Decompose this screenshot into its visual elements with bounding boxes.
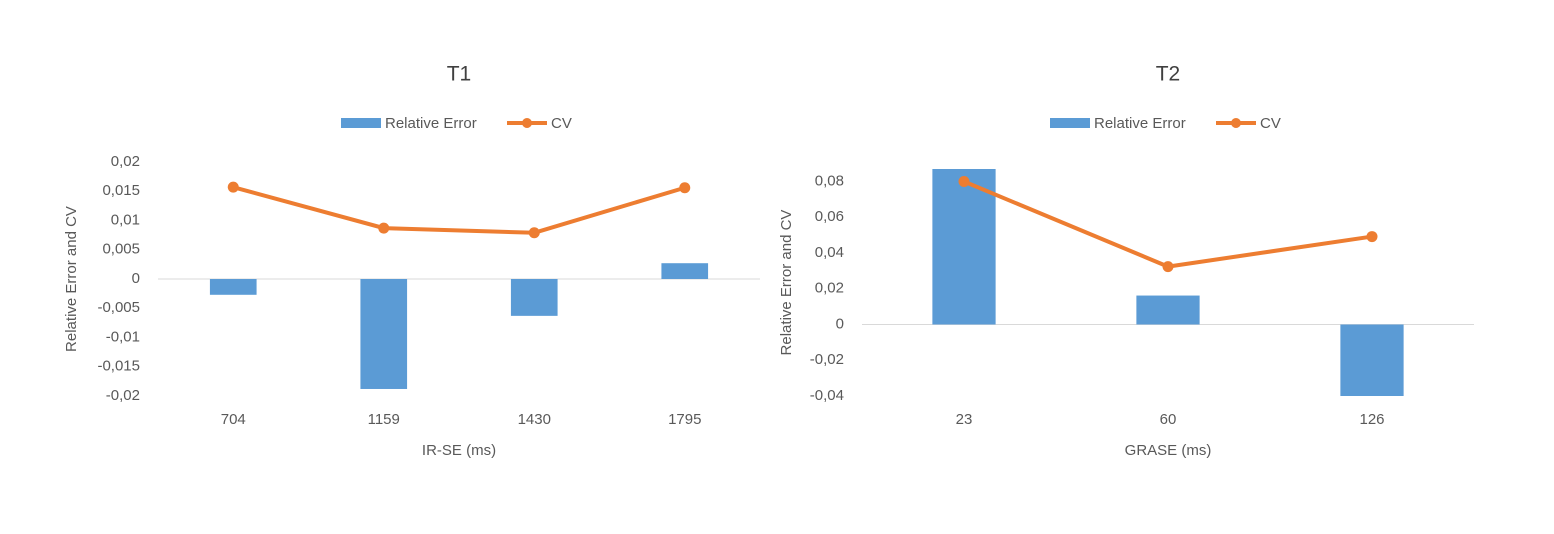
bar [360, 279, 408, 389]
y-tick-label: 0,015 [102, 182, 140, 199]
y-axis-title: Relative Error and CV [63, 206, 80, 352]
bar [932, 169, 996, 325]
line-marker [227, 181, 239, 193]
legend-swatch [341, 118, 381, 128]
line [963, 179, 1373, 269]
x-tick-label: 1430 [518, 411, 551, 428]
y-tick-label: 0,08 [815, 172, 844, 189]
y-tick-label: 0 [132, 270, 140, 287]
x-tick-label: 126 [1359, 411, 1384, 428]
x-tick-label: 60 [1160, 411, 1177, 428]
y-tick-label: 0,01 [111, 211, 140, 228]
line-marker [378, 222, 390, 234]
bar [1340, 324, 1404, 396]
y-tick-label: -0,005 [97, 299, 140, 316]
legend-swatch [1050, 118, 1090, 128]
bar [661, 263, 709, 279]
y-tick-label: 0,04 [815, 244, 844, 261]
y-tick-label: 0,02 [111, 153, 140, 170]
line [232, 185, 686, 235]
legend-label: Relative Error [1094, 115, 1186, 132]
bar [1136, 295, 1200, 325]
y-axis-title: Relative Error and CV [778, 210, 795, 356]
legend-swatch [1231, 118, 1241, 128]
x-tick-label: 704 [221, 411, 246, 428]
line-marker [679, 182, 691, 194]
y-tick-label: -0,015 [97, 358, 140, 375]
y-tick-label: -0,02 [106, 387, 140, 404]
y-tick-label: -0,01 [106, 328, 140, 345]
line-marker [1162, 261, 1174, 273]
legend-label: CV [551, 115, 572, 132]
x-tick-label: 23 [956, 411, 973, 428]
line-marker [958, 176, 970, 188]
bar [209, 279, 257, 295]
y-tick-label: 0 [836, 315, 844, 332]
x-tick-label: 1795 [668, 411, 701, 428]
chart-title: T2 [1156, 63, 1181, 86]
legend-label: Relative Error [385, 115, 477, 132]
y-tick-label: -0,04 [810, 387, 844, 404]
line-marker [528, 227, 540, 239]
line-marker [1366, 231, 1378, 243]
chart-title: T1 [447, 63, 472, 86]
x-axis-title: IR-SE (ms) [422, 442, 496, 459]
y-tick-label: 0,02 [815, 280, 844, 297]
y-tick-label: 0,06 [815, 208, 844, 225]
bar [510, 279, 558, 316]
y-tick-label: 0,005 [102, 241, 140, 258]
legend-swatch [522, 118, 532, 128]
x-tick-label: 1159 [368, 411, 400, 428]
legend-label: CV [1260, 115, 1281, 132]
y-tick-label: -0,02 [810, 351, 844, 368]
x-axis-title: GRASE (ms) [1125, 442, 1212, 459]
